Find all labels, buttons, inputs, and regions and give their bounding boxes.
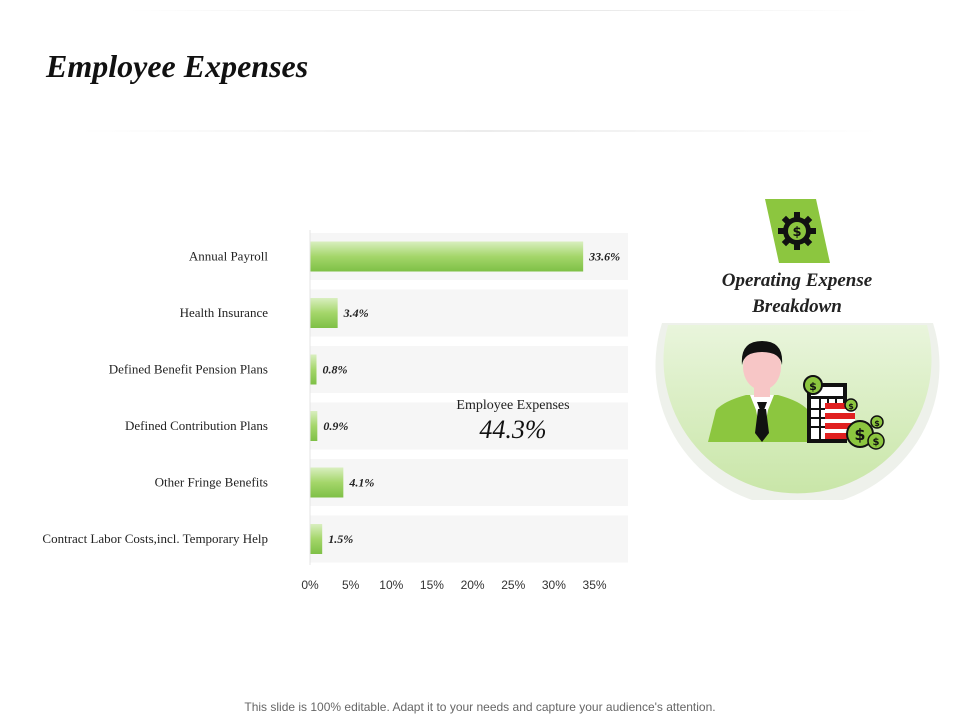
bar: [310, 298, 338, 328]
x-tick-label: 35%: [583, 578, 607, 592]
value-label: 33.6%: [588, 250, 620, 264]
x-tick-label: 0%: [301, 578, 319, 592]
x-tick-label: 15%: [420, 578, 444, 592]
bar: [310, 241, 584, 272]
value-label: 1.5%: [328, 532, 353, 546]
svg-text:$: $: [874, 419, 880, 428]
bar: [310, 411, 318, 441]
bar: [310, 467, 344, 498]
svg-text:$: $: [792, 225, 801, 240]
breakdown-title-line2: Breakdown: [751, 296, 842, 317]
x-tick-label: 25%: [501, 578, 525, 592]
title-divider: [80, 130, 880, 132]
footer-note: This slide is 100% editable. Adapt it to…: [244, 700, 716, 714]
x-tick-label: 30%: [542, 578, 566, 592]
value-label: 0.9%: [323, 419, 348, 433]
x-tick-label: 10%: [379, 578, 403, 592]
expense-breakdown-graphic: $ Operating Expense Breakdown: [655, 199, 940, 500]
businessman-icon: [708, 341, 816, 442]
dollar-coins-icon: $ $ $ $ $: [803, 375, 885, 450]
category-label: Defined Contribution Plans: [125, 418, 268, 433]
category-label: Health Insurance: [180, 305, 269, 320]
bar-row-background: [310, 402, 628, 450]
top-divider: [130, 10, 870, 11]
bar-row-background: [310, 346, 628, 393]
summary-value: 44.3%: [479, 415, 547, 444]
x-tick-label: 20%: [461, 578, 485, 592]
bar-row-background: [310, 515, 628, 563]
bar-row-background: [310, 459, 628, 506]
bar: [310, 524, 323, 554]
value-label: 3.4%: [343, 306, 369, 320]
page-title: Employee Expenses: [46, 48, 309, 84]
value-label: 0.8%: [323, 363, 348, 377]
value-label: 4.1%: [348, 476, 374, 490]
gear-dollar-icon: $: [765, 199, 830, 263]
bar: [310, 354, 317, 385]
coin-stack-icon: [825, 403, 855, 439]
summary-label: Employee Expenses: [456, 398, 570, 413]
category-label: Annual Payroll: [189, 249, 268, 264]
bar-chart: Annual Payroll 33.6% Health Insurance 3.4% D…: [42, 230, 628, 592]
bar-row-background: [310, 289, 628, 337]
svg-text:$: $: [848, 402, 854, 411]
x-tick-label: 5%: [342, 578, 360, 592]
svg-text:$: $: [873, 437, 880, 448]
svg-text:$: $: [854, 425, 865, 444]
breakdown-title-line1: Operating Expense: [722, 270, 873, 291]
category-label: Contract Labor Costs,incl. Temporary Hel…: [42, 531, 268, 546]
svg-text:$: $: [809, 380, 817, 393]
category-label: Other Fringe Benefits: [155, 475, 268, 490]
category-label: Defined Benefit Pension Plans: [109, 362, 268, 377]
summary-callout: Employee Expenses 44.3%: [430, 398, 596, 445]
